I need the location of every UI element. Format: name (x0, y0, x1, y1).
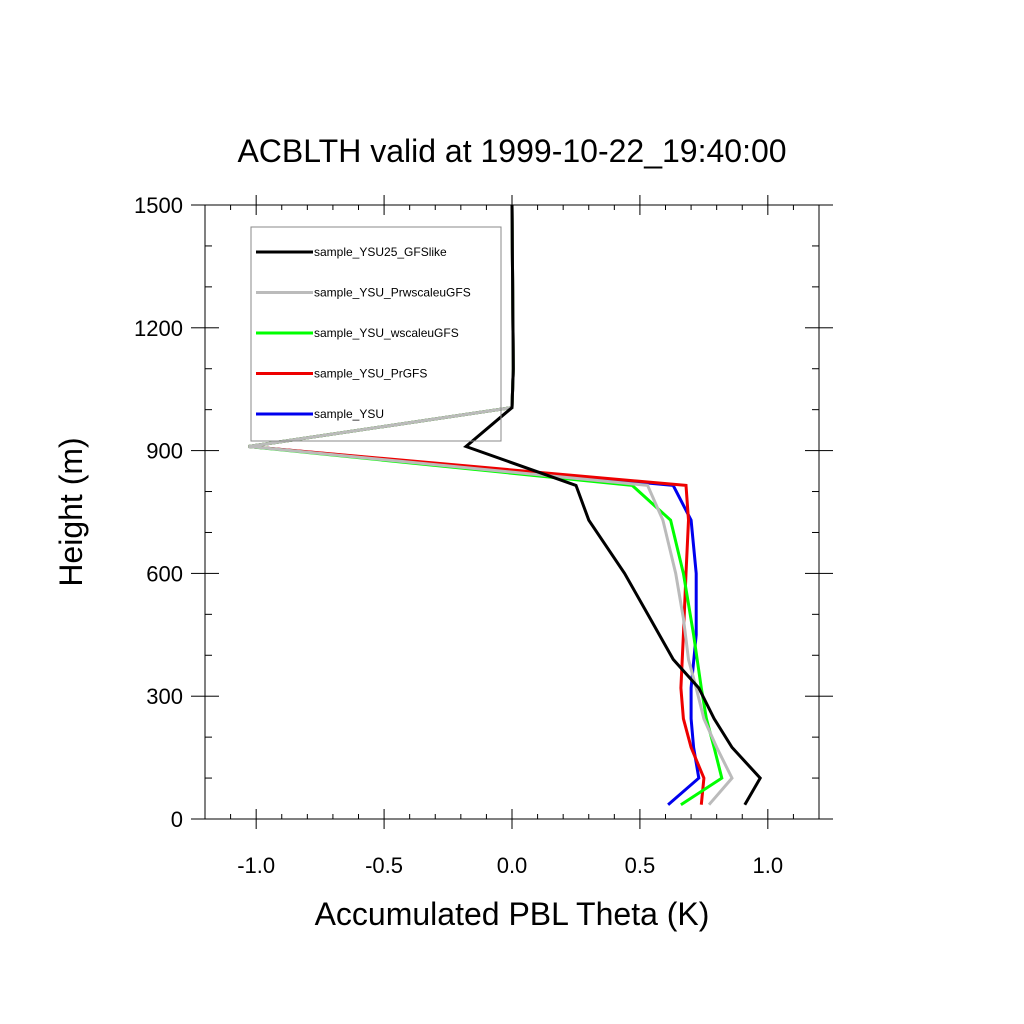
legend: sample_YSU25_GFSlike sample_YSU_Prwscaleu… (250, 226, 502, 442)
legend-label: sample_YSU (314, 407, 384, 421)
legend-label: sample_YSU_wscaleuGFS (314, 326, 459, 340)
legend-box (250, 226, 502, 442)
y-tick-label: 0 (171, 807, 183, 832)
y-tick-label: 900 (146, 439, 183, 464)
series-line (248, 204, 734, 806)
x-tick-label: 1.0 (753, 853, 784, 878)
x-axis-title: Accumulated PBL Theta (K) (315, 896, 710, 932)
y-tick-label: 1200 (134, 316, 183, 341)
axis-ticks: -1.0 -0.5 0.0 0.5 1.0 0 300 600 900 1200 1500 (134, 193, 833, 878)
x-tick-label: -0.5 (365, 853, 403, 878)
legend-label: sample_YSU25_GFSlike (314, 245, 447, 259)
legend-label: sample_YSU_PrwscaleuGFS (314, 286, 471, 300)
y-tick-label: 300 (146, 684, 183, 709)
x-tick-label: 0.5 (625, 853, 656, 878)
chart-title: ACBLTH valid at 1999-10-22_19:40:00 (237, 133, 786, 169)
series-line (463, 204, 763, 806)
series-lines (248, 204, 763, 806)
x-tick-label: 0.0 (497, 853, 528, 878)
y-tick-label: 600 (146, 561, 183, 586)
legend-label: sample_YSU_PrGFS (314, 367, 427, 381)
y-tick-label: 1500 (134, 193, 183, 218)
y-axis-title: Height (m) (53, 437, 89, 586)
x-tick-label: -1.0 (237, 853, 275, 878)
